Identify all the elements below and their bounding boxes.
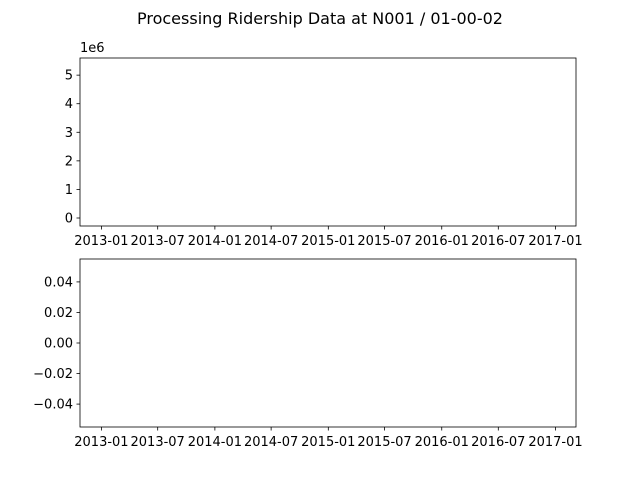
bottom-x-tick-label: 2013-01 (74, 435, 128, 450)
top-y-tick-label: 5 (65, 69, 73, 84)
bottom-y-tick-label: 0.04 (44, 275, 73, 290)
top-x-tick-label: 2016-01 (415, 234, 469, 249)
figure-title: Processing Ridership Data at N001 / 01-0… (137, 9, 503, 28)
top-y-tick-label: 4 (65, 97, 73, 112)
bottom-y-tick-label: −0.02 (33, 367, 73, 382)
top-x-ticks: 2013-01 2013-07 2014-01 2014-07 2015-01 2015-… (74, 226, 583, 249)
top-y-tick-label: 3 (65, 126, 73, 141)
bottom-x-ticks: 2013-01 2013-07 2014-01 2014-07 2015-01 2015-… (74, 427, 583, 450)
bottom-x-tick-label: 2015-01 (301, 435, 355, 450)
bottom-axes: 0.040.020.00−0.02−0.04 2013-01 2013-07 201… (33, 258, 583, 450)
top-x-tick-label: 2015-07 (357, 234, 411, 249)
top-x-tick-label: 2014-01 (188, 234, 242, 249)
top-x-tick-label: 2013-07 (131, 234, 185, 249)
top-y-tick-label: 1 (65, 183, 73, 198)
top-y-offset-label: 1e6 (80, 41, 105, 56)
bottom-x-tick-label: 2014-07 (244, 435, 298, 450)
top-axes-frame (79, 57, 577, 227)
bottom-y-tick-label: 0.00 (44, 337, 73, 352)
top-x-tick-label: 2014-07 (244, 234, 298, 249)
bottom-x-tick-label: 2015-07 (357, 435, 411, 450)
top-x-tick-label: 2016-07 (471, 234, 525, 249)
top-y-tick-label: 2 (65, 154, 73, 169)
top-y-ticks: 0 1 2 3 4 5 (65, 69, 80, 227)
top-y-tick-label: 0 (65, 212, 73, 227)
top-x-tick-label: 2013-01 (74, 234, 128, 249)
bottom-x-tick-label: 2013-07 (131, 435, 185, 450)
bottom-axes-frame (79, 258, 577, 428)
bottom-x-tick-label: 2016-07 (471, 435, 525, 450)
top-x-tick-label: 2015-01 (301, 234, 355, 249)
bottom-y-tick-label: 0.02 (44, 306, 73, 321)
bottom-x-tick-label: 2017-01 (528, 435, 582, 450)
bottom-y-tick-label: −0.04 (33, 398, 73, 413)
top-x-tick-label: 2017-01 (528, 234, 582, 249)
bottom-x-tick-label: 2014-01 (188, 435, 242, 450)
bottom-x-tick-label: 2016-01 (415, 435, 469, 450)
bottom-y-ticks: 0.04 0.02 0.00 −0.02 −0.04 (33, 275, 80, 413)
